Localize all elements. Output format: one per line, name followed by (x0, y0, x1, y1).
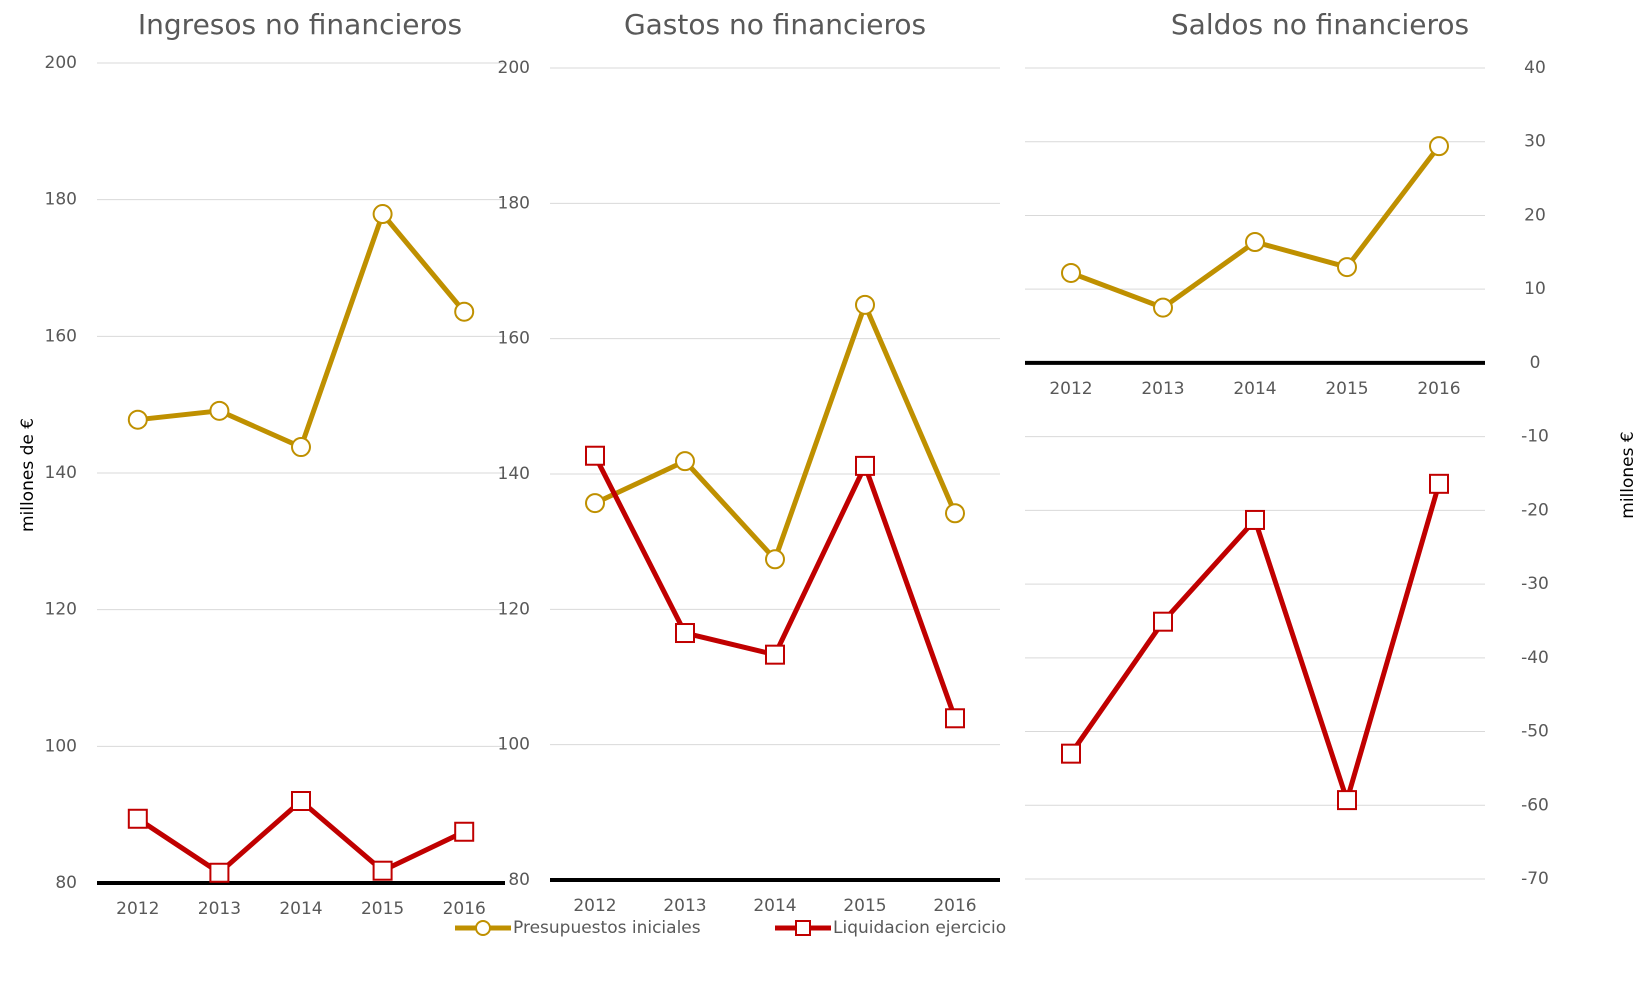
x-tick-label: 2013 (663, 896, 706, 916)
y-tick-label: -50 (1521, 722, 1549, 742)
marker (1061, 743, 1081, 764)
marker (1153, 611, 1173, 632)
marker (945, 503, 965, 524)
marker (1245, 231, 1265, 252)
y-tick-label: 100 (498, 735, 530, 755)
y-tick-label: 30 (1524, 132, 1546, 152)
marker (372, 204, 393, 225)
marker (1153, 297, 1173, 318)
marker (765, 644, 785, 665)
y-tick-label: -30 (1521, 574, 1549, 594)
series-line (137, 211, 467, 450)
y-tick-label: 200 (498, 58, 530, 78)
marker (291, 437, 311, 458)
legend-label: Liquidacion ejercicio (833, 918, 1006, 938)
y-tick-label: 0 (1530, 353, 1541, 373)
marker (127, 808, 148, 829)
x-tick-label: 2016 (443, 899, 486, 919)
chart-title: Saldos no financieros (1171, 8, 1469, 41)
chart-title: Gastos no financieros (624, 8, 926, 41)
marker (855, 455, 875, 476)
x-tick-label: 2012 (573, 896, 616, 916)
x-tick-label: 2012 (116, 899, 159, 919)
marker (209, 862, 230, 883)
y-tick-label: 160 (498, 329, 530, 349)
y-tick-label: 100 (45, 736, 77, 756)
y-tick-label: 40 (1524, 58, 1546, 78)
series-line (1070, 144, 1441, 311)
y-tick-label: 120 (45, 600, 77, 620)
x-tick-label: 2016 (933, 896, 976, 916)
marker (585, 493, 605, 514)
chart-title: Ingresos no financieros (138, 8, 462, 41)
marker (675, 623, 695, 644)
marker (855, 294, 875, 315)
y-axis-label: millones € (1618, 431, 1638, 518)
legend-marker (475, 920, 491, 936)
x-tick-label: 2015 (843, 896, 886, 916)
marker (1245, 509, 1265, 530)
y-tick-label: 80 (508, 870, 530, 890)
x-tick-label: 2013 (1141, 379, 1184, 399)
marker (127, 409, 148, 430)
marker (765, 549, 785, 570)
marker (585, 445, 605, 466)
marker (1061, 262, 1081, 283)
x-tick-label: 2014 (753, 896, 796, 916)
x-tick-label: 2013 (198, 899, 241, 919)
y-tick-label: 180 (45, 190, 77, 210)
y-tick-label: 20 (1524, 205, 1546, 225)
x-tick-label: 2014 (279, 899, 322, 919)
series-line (592, 454, 958, 720)
marker (291, 791, 311, 811)
y-tick-label: 140 (45, 463, 77, 483)
y-axis-label: millones de € (18, 418, 38, 532)
x-tick-label: 2012 (1049, 379, 1092, 399)
marker (454, 821, 475, 842)
y-tick-label: 10 (1524, 279, 1546, 299)
x-tick-label: 2015 (1325, 379, 1368, 399)
y-tick-label: 80 (55, 873, 77, 893)
y-tick-label: -10 (1521, 427, 1549, 447)
legend-label: Presupuestos iniciales (513, 918, 701, 938)
series-line (1068, 483, 1442, 803)
y-tick-label: -20 (1521, 500, 1549, 520)
marker (209, 400, 230, 421)
marker (372, 860, 393, 881)
x-tick-label: 2014 (1233, 379, 1276, 399)
y-tick-label: -60 (1521, 795, 1549, 815)
legend-marker (795, 920, 811, 936)
y-tick-label: -40 (1521, 648, 1549, 668)
y-tick-label: 160 (45, 326, 77, 346)
series-line (136, 798, 466, 876)
x-tick-label: 2016 (1417, 379, 1460, 399)
series-line (593, 302, 958, 562)
y-tick-label: 120 (498, 599, 530, 619)
marker (1337, 257, 1357, 278)
y-tick-label: 200 (45, 53, 77, 73)
marker (1429, 136, 1449, 157)
marker (675, 451, 695, 472)
marker (1337, 790, 1357, 811)
marker (454, 301, 475, 322)
y-tick-label: 180 (498, 193, 530, 213)
y-tick-label: -70 (1521, 869, 1549, 889)
marker (1429, 473, 1449, 494)
y-tick-label: 140 (498, 464, 530, 484)
marker (945, 708, 965, 729)
x-tick-label: 2015 (361, 899, 404, 919)
